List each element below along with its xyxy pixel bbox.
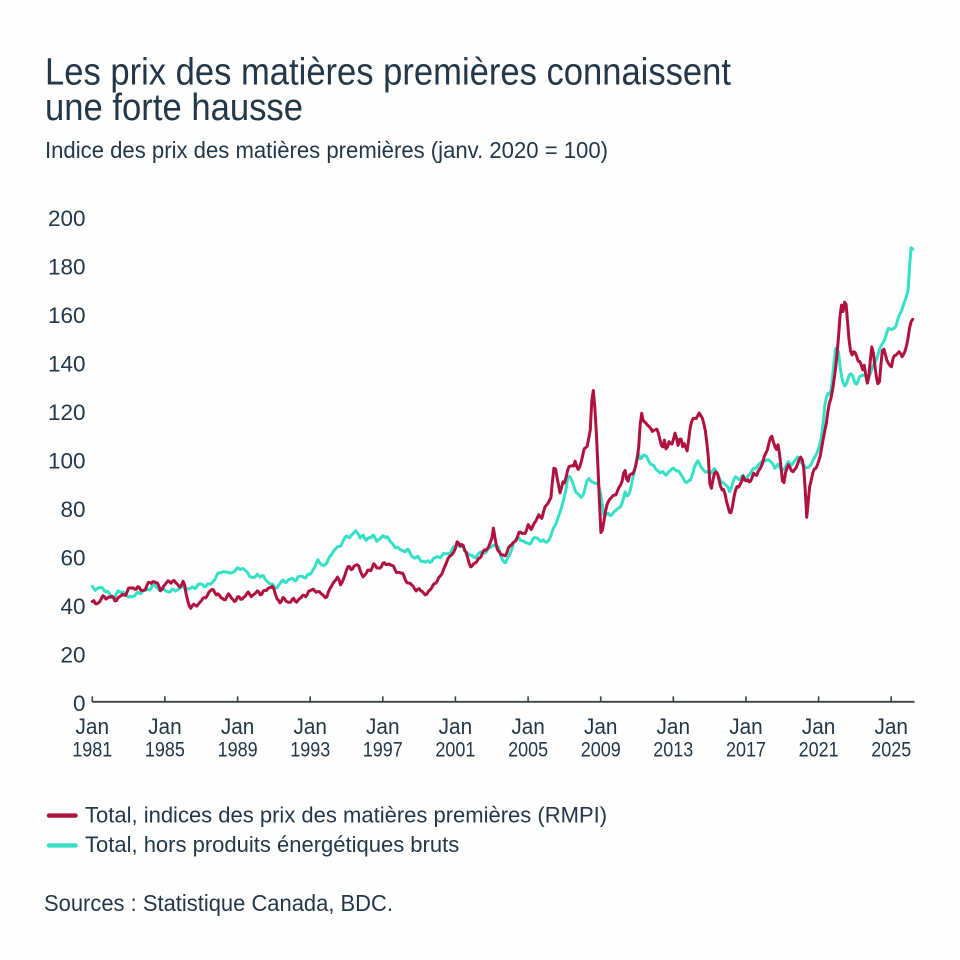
- svg-text:1981: 1981: [72, 738, 112, 761]
- svg-text:140: 140: [48, 351, 86, 376]
- svg-text:2009: 2009: [581, 738, 621, 761]
- svg-text:1993: 1993: [290, 738, 330, 761]
- svg-text:2017: 2017: [726, 738, 766, 761]
- svg-text:Les prix des matières première: Les prix des matières premières connaiss…: [45, 51, 731, 93]
- svg-text:Jan: Jan: [439, 714, 473, 739]
- svg-text:160: 160: [48, 303, 86, 328]
- svg-text:Jan: Jan: [584, 714, 618, 739]
- svg-text:Jan: Jan: [221, 714, 255, 739]
- svg-text:Jan: Jan: [729, 714, 763, 739]
- svg-text:Sources : Statistique Canada,: Sources : Statistique Canada, BDC.: [44, 890, 393, 916]
- svg-text:2021: 2021: [799, 738, 839, 761]
- svg-text:40: 40: [60, 594, 85, 619]
- svg-text:2005: 2005: [508, 738, 548, 761]
- svg-text:Jan: Jan: [76, 714, 110, 739]
- svg-text:Jan: Jan: [802, 714, 836, 739]
- svg-text:1985: 1985: [145, 738, 185, 761]
- svg-text:60: 60: [60, 546, 85, 571]
- svg-text:Total, hors produits énergétiq: Total, hors produits énergétiques bruts: [85, 832, 459, 857]
- svg-text:Jan: Jan: [366, 714, 400, 739]
- svg-text:2001: 2001: [435, 738, 475, 761]
- svg-text:Jan: Jan: [874, 714, 908, 739]
- svg-text:une forte hausse: une forte hausse: [45, 87, 303, 129]
- svg-text:Indice des prix des matières p: Indice des prix des matières premières (…: [45, 137, 608, 163]
- svg-text:1989: 1989: [218, 738, 258, 761]
- svg-text:2025: 2025: [871, 738, 911, 761]
- svg-text:1997: 1997: [363, 738, 403, 761]
- svg-text:Jan: Jan: [657, 714, 691, 739]
- svg-text:Total, indices des prix des ma: Total, indices des prix des matières pre…: [85, 802, 607, 827]
- svg-text:80: 80: [60, 497, 85, 522]
- svg-text:120: 120: [48, 400, 86, 425]
- svg-text:Jan: Jan: [293, 714, 327, 739]
- svg-text:200: 200: [48, 206, 86, 231]
- svg-text:0: 0: [73, 691, 86, 716]
- svg-text:Jan: Jan: [148, 714, 182, 739]
- svg-text:Jan: Jan: [511, 714, 545, 739]
- svg-text:100: 100: [48, 448, 86, 473]
- svg-text:20: 20: [60, 643, 85, 668]
- svg-text:2013: 2013: [653, 738, 693, 761]
- svg-text:180: 180: [48, 254, 86, 279]
